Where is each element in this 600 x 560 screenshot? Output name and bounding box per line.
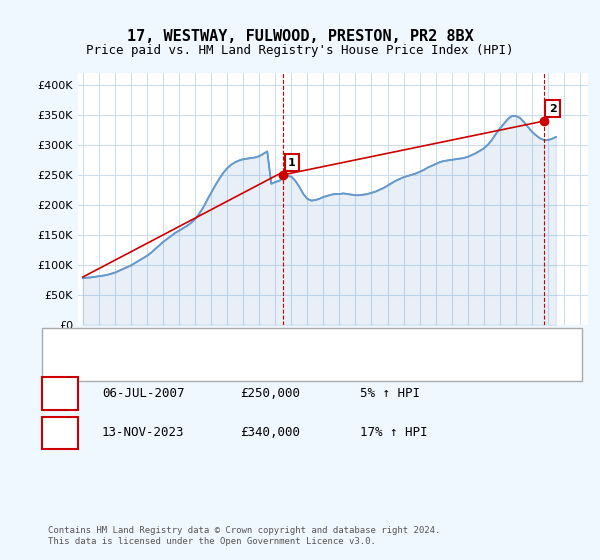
Text: HPI: Average price, detached house, Preston: HPI: Average price, detached house, Pres… (114, 356, 404, 366)
Text: 17% ↑ HPI: 17% ↑ HPI (360, 426, 427, 440)
Text: Price paid vs. HM Land Registry's House Price Index (HPI): Price paid vs. HM Land Registry's House … (86, 44, 514, 57)
Text: 13-NOV-2023: 13-NOV-2023 (102, 426, 185, 440)
Text: 1: 1 (56, 387, 64, 400)
Text: 2: 2 (56, 426, 64, 440)
Text: 17, WESTWAY, FULWOOD, PRESTON, PR2 8BX (detached house): 17, WESTWAY, FULWOOD, PRESTON, PR2 8BX (… (114, 339, 485, 349)
Text: 5% ↑ HPI: 5% ↑ HPI (360, 387, 420, 400)
Text: ———: ——— (72, 337, 97, 352)
Text: £250,000: £250,000 (240, 387, 300, 400)
Text: 06-JUL-2007: 06-JUL-2007 (102, 387, 185, 400)
Text: ———: ——— (72, 354, 97, 368)
Text: Contains HM Land Registry data © Crown copyright and database right 2024.
This d: Contains HM Land Registry data © Crown c… (48, 526, 440, 546)
Text: 2: 2 (549, 104, 556, 114)
Text: £340,000: £340,000 (240, 426, 300, 440)
Text: 17, WESTWAY, FULWOOD, PRESTON, PR2 8BX: 17, WESTWAY, FULWOOD, PRESTON, PR2 8BX (127, 29, 473, 44)
Text: 1: 1 (288, 158, 296, 168)
